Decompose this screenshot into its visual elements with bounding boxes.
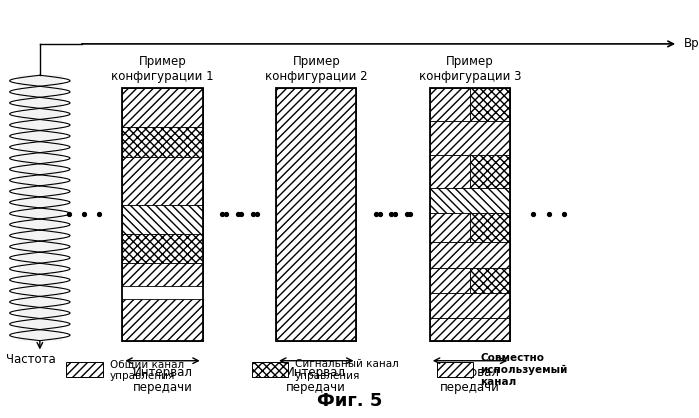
- Bar: [470, 155, 510, 188]
- Text: Совместно
используемый
канал: Совместно используемый канал: [480, 353, 568, 387]
- Text: Интервал
передачи: Интервал передачи: [133, 366, 192, 394]
- Bar: [122, 157, 203, 205]
- Bar: [430, 318, 510, 341]
- Bar: [430, 293, 510, 318]
- Bar: [276, 88, 356, 341]
- Bar: [430, 155, 470, 188]
- Bar: [122, 205, 203, 234]
- Text: Частота: Частота: [6, 353, 55, 366]
- Bar: [122, 299, 203, 341]
- Bar: [18, 75, 62, 341]
- Bar: [470, 88, 510, 121]
- Bar: [430, 268, 470, 293]
- Bar: [122, 88, 203, 127]
- Bar: [430, 188, 510, 213]
- Bar: [122, 263, 203, 286]
- Bar: [430, 121, 510, 155]
- Bar: [15, 75, 65, 341]
- Bar: [430, 88, 510, 341]
- Text: Пример
конфигурации 1: Пример конфигурации 1: [111, 55, 214, 83]
- Text: Пример
конфигурации 2: Пример конфигурации 2: [265, 55, 368, 83]
- Text: Фиг. 5: Фиг. 5: [317, 392, 382, 410]
- Bar: [66, 362, 103, 377]
- Bar: [470, 268, 510, 293]
- Bar: [8, 75, 71, 341]
- Bar: [430, 88, 470, 121]
- Text: Сигнальный канал
управления: Сигнальный канал управления: [295, 359, 398, 381]
- Bar: [430, 213, 470, 242]
- Bar: [252, 362, 288, 377]
- Bar: [276, 88, 356, 341]
- Bar: [430, 242, 510, 268]
- Bar: [470, 213, 510, 242]
- Text: Интервал
передачи: Интервал передачи: [287, 366, 346, 394]
- Bar: [122, 234, 203, 263]
- Bar: [437, 362, 473, 377]
- Text: Пример
конфигурации 3: Пример конфигурации 3: [419, 55, 521, 83]
- Text: Время: Время: [684, 37, 699, 51]
- Text: Общий канал
управления: Общий канал управления: [110, 359, 184, 381]
- Bar: [122, 88, 203, 341]
- Text: Интервал
передачи: Интервал передачи: [440, 366, 500, 394]
- Bar: [122, 127, 203, 157]
